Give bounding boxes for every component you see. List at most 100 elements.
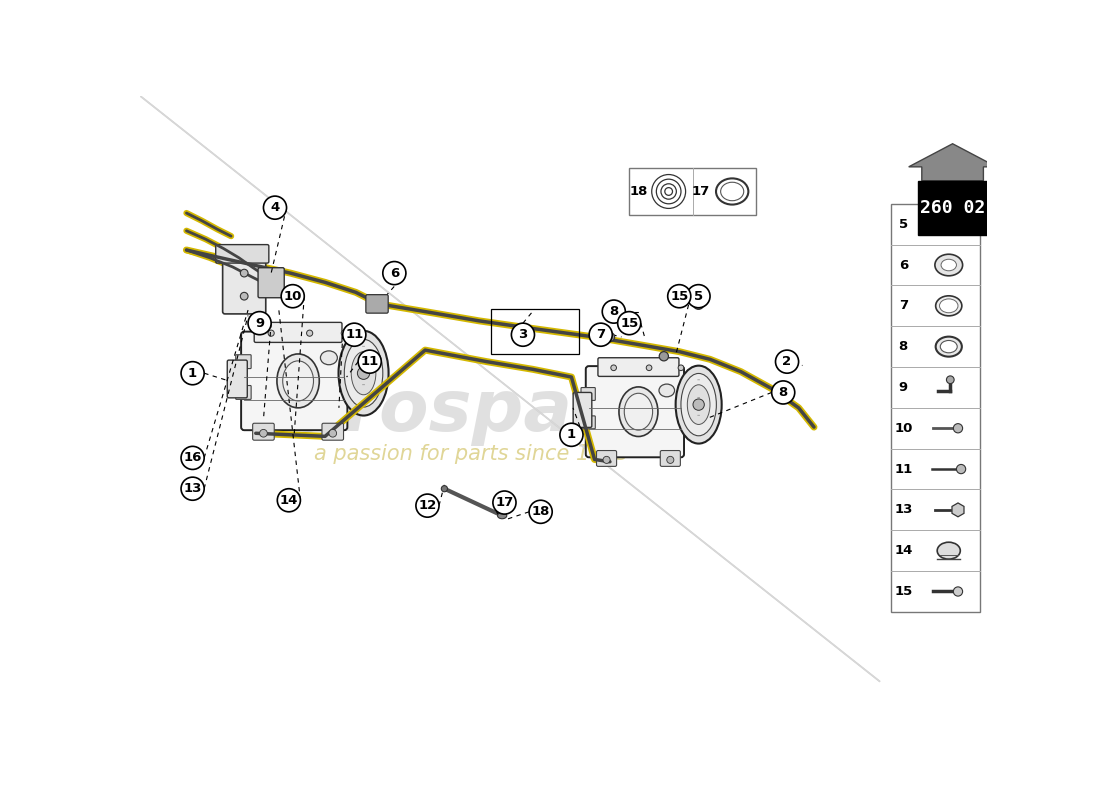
Ellipse shape [277,354,319,408]
Circle shape [693,298,704,310]
Circle shape [307,330,312,336]
Bar [629,168,757,215]
FancyBboxPatch shape [241,332,348,430]
Text: 1: 1 [188,366,197,380]
Ellipse shape [320,351,338,365]
Circle shape [329,430,337,437]
Text: 8: 8 [609,305,618,318]
Circle shape [260,430,267,437]
Ellipse shape [619,387,658,437]
FancyBboxPatch shape [581,387,595,401]
Text: 9: 9 [255,317,264,330]
FancyBboxPatch shape [258,268,284,298]
FancyBboxPatch shape [322,423,343,440]
Text: 8: 8 [779,386,788,399]
Circle shape [493,491,516,514]
Text: 9: 9 [899,381,907,394]
FancyBboxPatch shape [228,360,248,398]
Text: 16: 16 [184,451,201,464]
Ellipse shape [939,299,958,313]
Circle shape [605,332,615,342]
Ellipse shape [936,337,961,357]
Circle shape [358,367,370,379]
Text: 18: 18 [531,506,550,518]
Bar [891,204,979,612]
Text: 2: 2 [782,355,792,368]
FancyBboxPatch shape [366,294,388,313]
Text: 17: 17 [495,496,514,509]
FancyBboxPatch shape [596,450,617,466]
Polygon shape [909,144,997,181]
Circle shape [772,381,794,404]
Circle shape [277,489,300,512]
Ellipse shape [940,259,957,270]
FancyBboxPatch shape [573,393,592,427]
Ellipse shape [625,394,652,430]
Circle shape [560,423,583,446]
Text: 1: 1 [566,428,576,442]
FancyBboxPatch shape [598,358,679,377]
Ellipse shape [688,385,710,425]
FancyBboxPatch shape [253,423,274,440]
Circle shape [441,486,448,492]
Text: 10: 10 [284,290,301,302]
FancyBboxPatch shape [235,386,251,399]
Circle shape [343,323,366,346]
Text: 260 02: 260 02 [920,198,986,217]
Circle shape [659,352,669,361]
Text: 7: 7 [596,328,605,341]
Circle shape [182,446,205,470]
Circle shape [249,311,272,334]
Text: 12: 12 [418,499,437,512]
Ellipse shape [681,374,716,436]
Text: 3: 3 [518,328,528,341]
Circle shape [954,587,962,596]
FancyBboxPatch shape [235,354,251,369]
Text: 17: 17 [691,185,710,198]
Text: 8: 8 [899,340,907,353]
FancyBboxPatch shape [216,245,268,263]
Ellipse shape [344,339,383,407]
Text: 13: 13 [894,503,913,516]
Ellipse shape [953,220,964,229]
Ellipse shape [283,361,313,401]
Text: eurospares: eurospares [243,378,700,446]
Circle shape [416,494,439,517]
Text: 11: 11 [361,355,378,368]
Circle shape [946,376,954,383]
Circle shape [264,196,286,219]
Circle shape [268,330,274,336]
Text: 4: 4 [271,201,279,214]
Circle shape [693,399,704,410]
Circle shape [954,424,962,433]
Circle shape [957,465,966,474]
Ellipse shape [497,513,507,518]
Text: 11: 11 [894,462,912,475]
Text: 14: 14 [894,544,913,557]
Ellipse shape [940,341,957,353]
Ellipse shape [937,542,960,559]
FancyBboxPatch shape [254,322,342,342]
Circle shape [341,330,348,336]
Circle shape [776,350,799,373]
Text: 11: 11 [345,328,363,341]
Text: 5: 5 [694,290,703,302]
Circle shape [282,285,305,308]
Circle shape [383,262,406,285]
Text: 13: 13 [184,482,201,495]
Text: 6: 6 [899,258,907,271]
Text: 10: 10 [894,422,913,434]
Ellipse shape [935,254,962,276]
Text: 15: 15 [894,585,912,598]
Text: 15: 15 [620,317,638,330]
Circle shape [668,285,691,308]
Text: 15: 15 [670,290,689,302]
Ellipse shape [351,352,376,394]
Circle shape [512,323,535,346]
Text: 6: 6 [389,266,399,280]
Ellipse shape [716,178,748,205]
Circle shape [240,292,248,300]
Circle shape [678,365,684,370]
Ellipse shape [659,384,674,397]
FancyBboxPatch shape [660,450,681,466]
